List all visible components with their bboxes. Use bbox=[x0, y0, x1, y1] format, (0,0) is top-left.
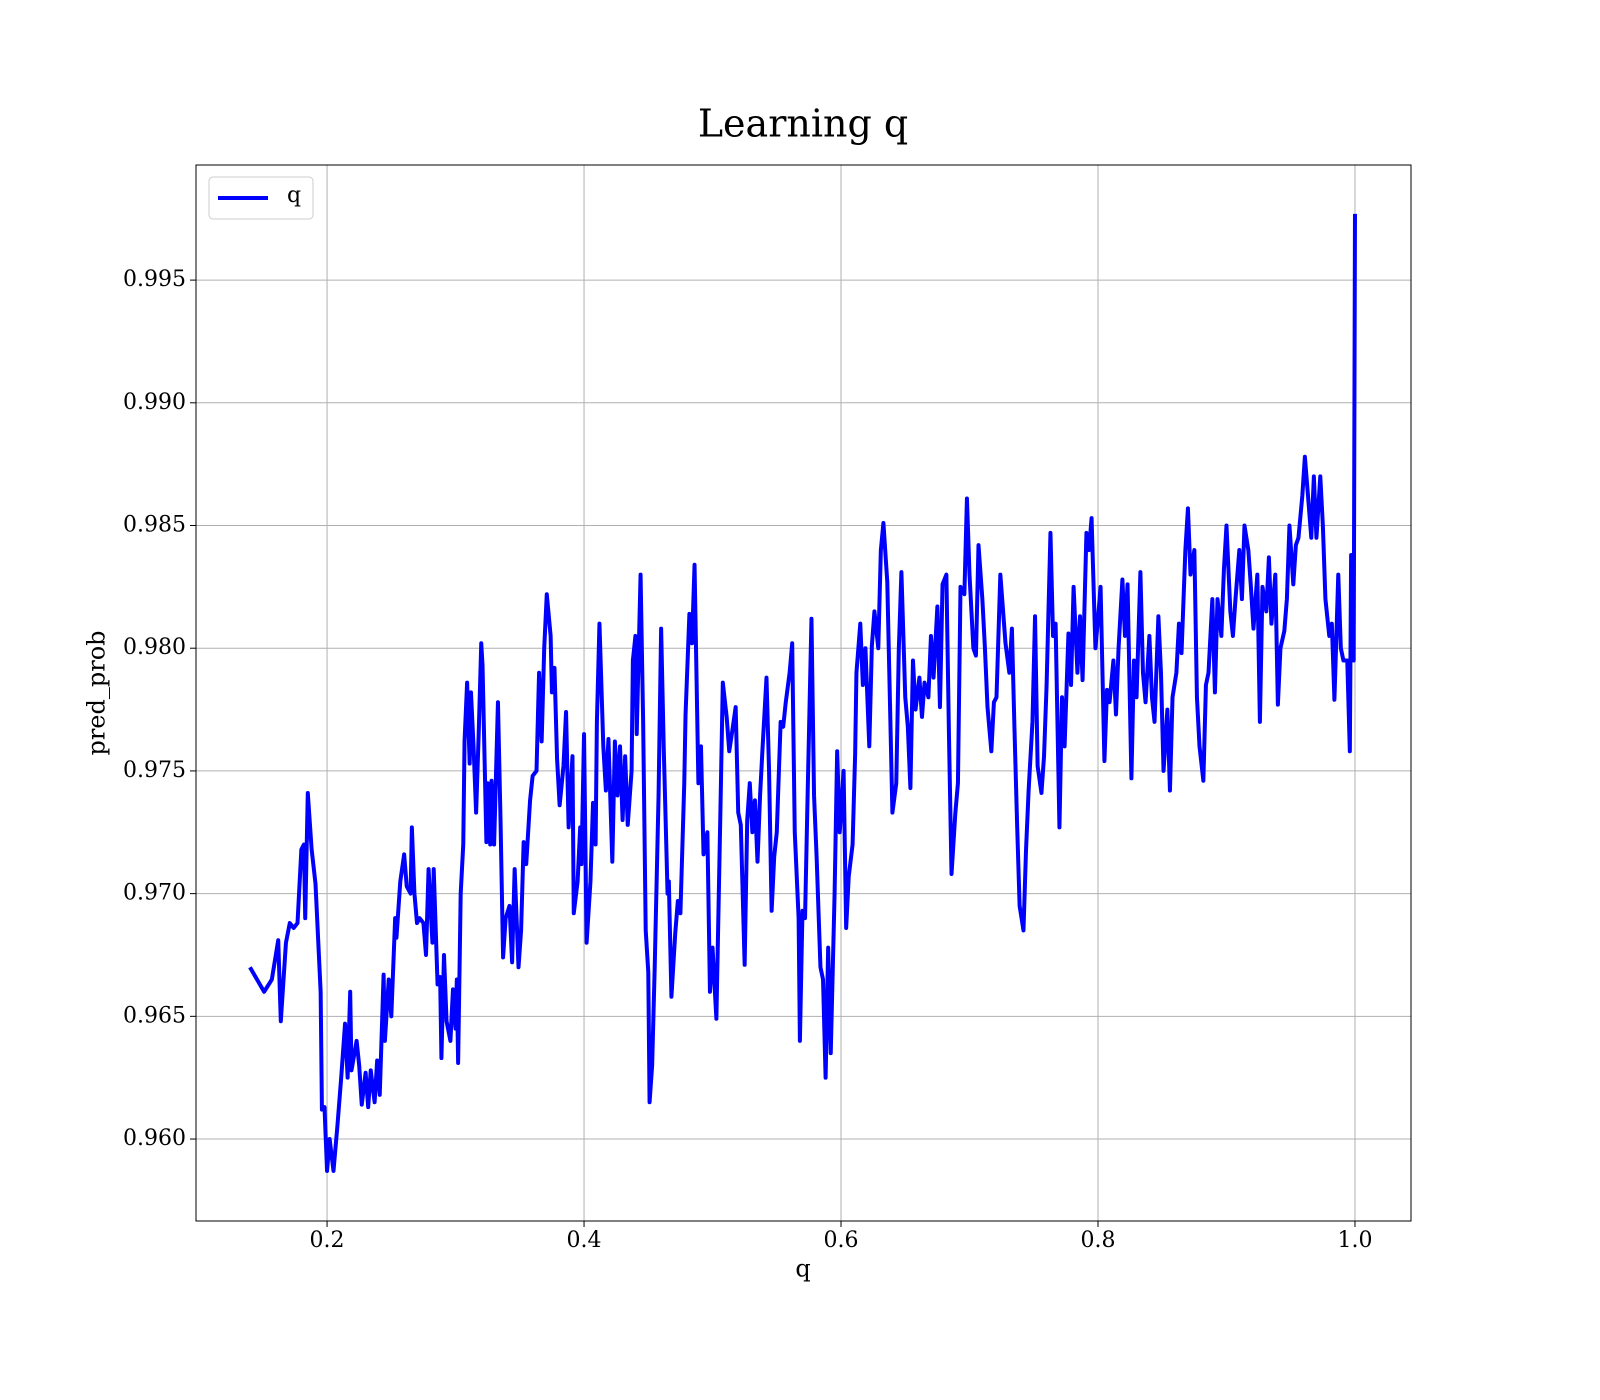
x-tick-label: 0.6 bbox=[824, 1228, 859, 1253]
y-tick-label: 0.965 bbox=[123, 1003, 186, 1028]
y-tick-label: 0.985 bbox=[123, 513, 186, 538]
plot-area bbox=[248, 213, 1357, 1173]
y-tick-label: 0.995 bbox=[123, 267, 186, 292]
legend: q bbox=[208, 176, 314, 220]
y-tick-label: 0.990 bbox=[123, 390, 186, 415]
x-tick-label: 0.4 bbox=[567, 1228, 602, 1253]
x-tick-label: 1.0 bbox=[1337, 1228, 1372, 1253]
x-tick-label: 0.8 bbox=[1080, 1228, 1115, 1253]
chart-title: Learning q bbox=[698, 102, 908, 146]
x-tick-label: 0.2 bbox=[310, 1228, 345, 1253]
y-axis-label: pred_prob bbox=[83, 630, 111, 755]
y-tick-label: 0.975 bbox=[123, 758, 186, 783]
axes-frame bbox=[195, 164, 1412, 1222]
data-line bbox=[248, 213, 1357, 1173]
grid: 0.2 0.4 0.6 0.8 1.0 0.960 0.965 0.970 0.975 0.980… bbox=[123, 165, 1411, 1253]
y-tick-label: 0.960 bbox=[123, 1126, 186, 1151]
legend-label: q bbox=[287, 183, 301, 208]
y-tick-label: 0.970 bbox=[123, 881, 186, 906]
x-axis-label: q bbox=[795, 1255, 810, 1283]
y-tick-label: 0.980 bbox=[123, 635, 186, 660]
